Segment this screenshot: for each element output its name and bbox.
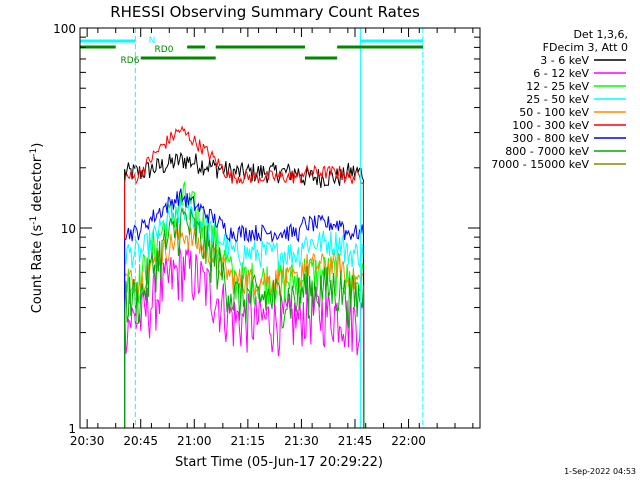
series-line-1 [124, 245, 365, 429]
y-axis-label: Count Rate (s-1 detector-1) [29, 143, 45, 314]
legend-label-3: 25 - 50 keV [526, 93, 589, 106]
series-line-5 [124, 125, 365, 429]
y-tick-label-1: 10 [61, 222, 76, 236]
series-line-0 [124, 151, 365, 429]
x-tick-label-1: 20:45 [123, 434, 158, 448]
x-axis-label: Start Time (05-Jun-17 20:29:22) [175, 455, 383, 470]
time-marker-layer [79, 28, 424, 428]
legend-label-2: 12 - 25 keV [526, 80, 589, 93]
timestamp: 1-Sep-2022 04:53 [564, 467, 636, 476]
y-tick-label-2: 100 [53, 22, 76, 36]
legend-label-0: 3 - 6 keV [540, 54, 589, 67]
axis-layer: 20:30 20:45 21:00 21:15 21:30 21:45 22:00 1 10 10… [53, 22, 480, 448]
legend-label-4: 50 - 100 keV [519, 106, 589, 119]
chart-title: RHESSI Observing Summary Count Rates [110, 3, 420, 21]
series-line-3 [124, 199, 365, 429]
x-tick-label-5: 21:45 [338, 434, 373, 448]
series-line-4 [124, 224, 365, 429]
series-layer [124, 125, 365, 429]
plot-frame [79, 27, 481, 429]
legend-label-1: 6 - 12 keV [533, 67, 589, 80]
legend-label-8: 7000 - 15000 keV [491, 158, 589, 171]
series-line-7 [124, 206, 365, 429]
x-tick-label-6: 22:00 [391, 434, 426, 448]
legend-label-7: 800 - 7000 keV [505, 145, 589, 158]
legend-label-5: 100 - 300 keV [512, 119, 589, 132]
x-tick-label-3: 21:15 [231, 434, 266, 448]
legend-label-6: 300 - 800 keV [512, 132, 589, 145]
info-line-2: FDecim 3, Att 0 [543, 41, 628, 54]
y-tick-label-0: 1 [68, 422, 76, 436]
flag-label-1: RD0 [155, 45, 174, 55]
x-tick-label-0: 20:30 [70, 434, 105, 448]
series-line-6 [124, 188, 365, 429]
info-line-1: Det 1,3,6, [573, 28, 628, 41]
flag-label-2: RD6 [121, 56, 140, 66]
flag-label-0: N [149, 36, 156, 46]
x-tick-label-4: 21:30 [284, 434, 319, 448]
x-tick-label-2: 21:00 [177, 434, 212, 448]
